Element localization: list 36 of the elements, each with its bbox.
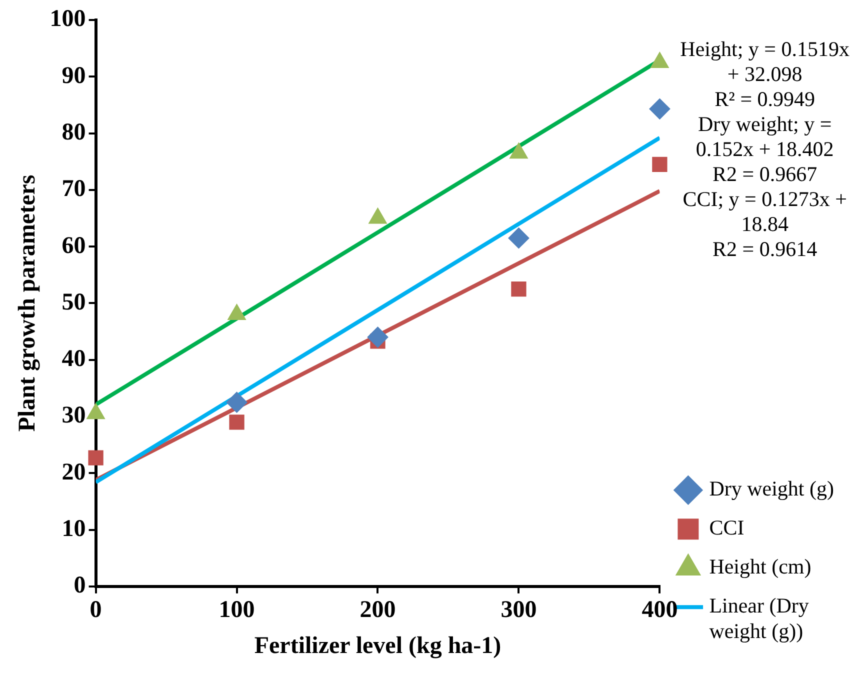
y-tick-label: 80 [62,119,86,146]
point [649,98,670,120]
x-tick-label: 400 [642,597,678,624]
y-tick-label: 40 [62,346,86,372]
y-tick-label: 60 [62,232,86,259]
point [511,281,526,297]
y-tick-label: 90 [62,62,86,89]
text: Height; y = 0.1519x + 32.098 [680,37,850,86]
y-tick-label: 0 [74,572,86,599]
x-tick-label: 0 [90,597,102,624]
text: R2 = 0.9667 [712,162,818,186]
x-tick-label: 100 [218,597,255,624]
point [88,450,104,466]
point [229,414,244,430]
legend-label: Height (cm) [709,554,812,579]
y-tick-label: 70 [62,176,86,202]
text: CCI; y = 0.1273x + 18.84 [682,187,847,236]
x-tick-label: 300 [500,597,537,624]
point [367,326,388,348]
x-tick-label: 200 [360,597,396,624]
legend-label: Dry weight (g) [709,476,834,501]
y-tick-label: 30 [62,402,86,429]
y-tick-label: 50 [62,289,86,316]
text: R² = 0.9949 [714,87,816,112]
point [652,156,668,172]
y-tick-label: 10 [62,516,86,542]
text: R2 = 0.9614 [712,237,818,262]
y-tick-label: 100 [50,6,86,32]
text: Dry weight; y = 0.152x + 18.402 [696,112,834,162]
x-axis-title: Fertilizer level (kg ha-1) [254,632,502,659]
y-axis-title: Plant growth parameters [14,174,41,432]
legend-label: Linear (Dry weight (g)) [709,594,810,643]
point [226,392,248,413]
y-tick-label: 20 [62,459,86,486]
point [508,228,530,249]
legend-label: CCI [709,516,744,540]
